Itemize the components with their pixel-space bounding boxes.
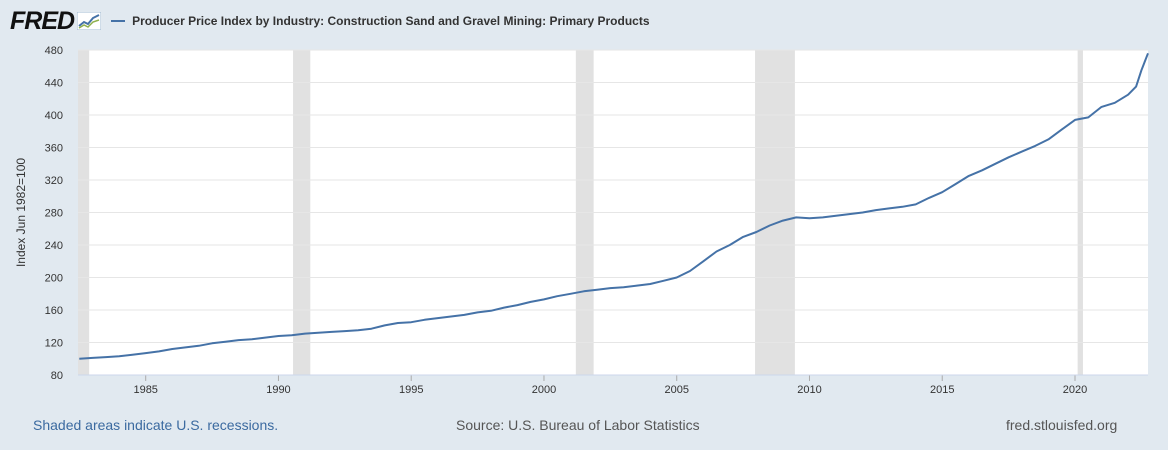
- fred-logo[interactable]: FRED: [10, 6, 102, 36]
- y-tick-label: 280: [45, 208, 63, 220]
- y-tick-label: 160: [45, 305, 63, 317]
- y-tick-label: 360: [45, 143, 63, 155]
- x-tick-label: 2015: [930, 384, 954, 396]
- x-tick-label: 1995: [399, 384, 423, 396]
- recession-note: Shaded areas indicate U.S. recessions.: [33, 417, 279, 433]
- y-tick-label: 480: [45, 45, 63, 57]
- y-tick-label: 200: [45, 273, 63, 285]
- legend-swatch: [111, 20, 126, 22]
- site-link[interactable]: fred.stlouisfed.org: [1006, 417, 1118, 433]
- x-tick-label: 1985: [133, 384, 157, 396]
- fred-logo-graph-icon: [77, 12, 102, 30]
- y-tick-label: 440: [45, 78, 63, 90]
- x-tick-label: 2000: [532, 384, 556, 396]
- y-axis-label: Index Jun 1982=100: [14, 158, 28, 267]
- y-tick-label: 320: [45, 175, 63, 187]
- x-tick-label: 2020: [1063, 384, 1087, 396]
- y-tick-label: 120: [45, 338, 63, 350]
- x-tick-label: 1990: [266, 384, 290, 396]
- series-line: [79, 52, 1149, 360]
- source-note: Source: U.S. Bureau of Labor Statistics: [456, 417, 700, 433]
- x-tick-label: 2010: [797, 384, 821, 396]
- fred-logo-text: FRED: [10, 6, 75, 35]
- legend-series-label: Producer Price Index by Industry: Constr…: [132, 14, 650, 28]
- y-tick-label: 400: [45, 110, 63, 122]
- y-tick-label: 240: [45, 240, 63, 252]
- chart-legend: Producer Price Index by Industry: Constr…: [111, 14, 650, 28]
- x-tick-label: 2005: [664, 384, 688, 396]
- chart-header: FRED Producer Price Index by Industry: C…: [10, 6, 650, 36]
- y-tick-label: 80: [51, 370, 63, 382]
